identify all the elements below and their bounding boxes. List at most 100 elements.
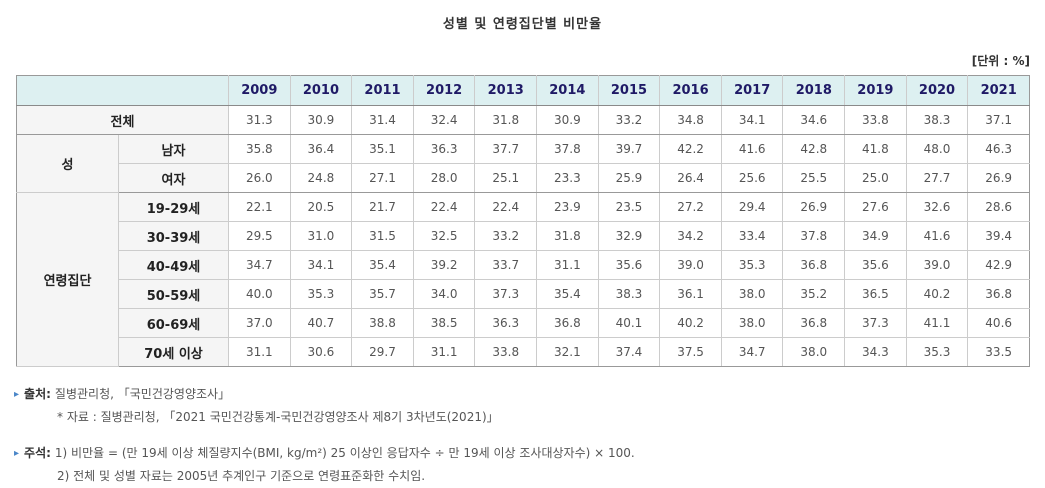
annotation-note-line2: 2) 전체 및 성별 자료는 2005년 추계인구 기준으로 연령표준화한 수치… xyxy=(57,469,426,483)
value-cell: 36.8 xyxy=(967,279,1030,309)
source-note-label: 출처: xyxy=(24,387,51,401)
value-cell: 32.4 xyxy=(412,105,476,135)
value-cell: 34.1 xyxy=(289,250,353,280)
source-note-line2: * 자료 : 질병관리청, 「2021 국민건강통계-국민건강영양조사 제8기 … xyxy=(57,410,499,424)
value-cell: 35.6 xyxy=(597,250,661,280)
value-cell: 38.3 xyxy=(905,105,969,135)
annotation-note: ▸ 주석: 1) 비만율 = (만 19세 이상 체질량지수(BMI, kg/m²)… xyxy=(14,442,1045,488)
value-cell: 34.2 xyxy=(659,221,722,251)
year-header-cell: 2018 xyxy=(782,75,846,106)
value-cell: 25.6 xyxy=(720,163,784,193)
value-cell: 38.0 xyxy=(720,279,784,309)
value-cell: 30.6 xyxy=(289,337,353,367)
row-group-label: 전체 xyxy=(16,105,229,135)
value-cell: 33.8 xyxy=(844,105,907,135)
value-cell: 40.7 xyxy=(289,308,353,338)
value-cell: 28.0 xyxy=(412,163,476,193)
value-cell: 34.8 xyxy=(659,105,722,135)
value-cell: 41.1 xyxy=(905,308,969,338)
value-cell: 35.6 xyxy=(844,250,907,280)
table-row: 60-69세 37.0 40.7 38.8 38.5 36.3 36.8 40.1 40.2 38… xyxy=(17,308,1030,338)
value-cell: 30.9 xyxy=(289,105,353,135)
value-cell: 25.5 xyxy=(782,163,846,193)
year-header-cell: 2015 xyxy=(597,75,661,106)
value-cell: 41.6 xyxy=(905,221,969,251)
row-label: 60-69세 xyxy=(118,308,229,338)
value-cell: 36.3 xyxy=(474,308,538,338)
value-cell: 28.6 xyxy=(967,192,1030,222)
value-cell: 34.7 xyxy=(720,337,784,367)
year-header-cell: 2014 xyxy=(536,75,599,106)
value-cell: 21.7 xyxy=(351,192,414,222)
value-cell: 34.9 xyxy=(844,221,907,251)
value-cell: 36.5 xyxy=(844,279,907,309)
year-header-cell: 2012 xyxy=(412,75,476,106)
value-cell: 29.5 xyxy=(228,221,291,251)
corner-header-cell xyxy=(16,75,229,106)
value-cell: 30.9 xyxy=(536,105,599,135)
value-cell: 38.8 xyxy=(351,308,414,338)
row-label: 19-29세 xyxy=(118,192,229,222)
value-cell: 40.0 xyxy=(228,279,291,309)
table-row: 40-49세 34.7 34.1 35.4 39.2 33.7 31.1 35.6 39.0 35… xyxy=(17,250,1030,280)
footnotes: ▸ 출처: 질병관리청, 「국민건강영양조사」 * 자료 : 질병관리청, 「202… xyxy=(14,383,1045,488)
value-cell: 27.1 xyxy=(351,163,414,193)
value-cell: 23.9 xyxy=(536,192,599,222)
value-cell: 32.5 xyxy=(412,221,476,251)
row-label: 30-39세 xyxy=(118,221,229,251)
value-cell: 23.3 xyxy=(536,163,599,193)
page-title: 성별 및 연령집단별 비만율 xyxy=(442,17,603,32)
value-cell: 22.1 xyxy=(228,192,291,222)
value-cell: 39.0 xyxy=(905,250,969,280)
value-cell: 34.7 xyxy=(228,250,291,280)
value-cell: 32.9 xyxy=(597,221,661,251)
value-cell: 35.3 xyxy=(289,279,353,309)
value-cell: 31.3 xyxy=(228,105,291,135)
value-cell: 36.1 xyxy=(659,279,722,309)
value-cell: 37.3 xyxy=(844,308,907,338)
value-cell: 25.9 xyxy=(597,163,661,193)
value-cell: 32.1 xyxy=(536,337,599,367)
value-cell: 40.2 xyxy=(905,279,969,309)
year-header-cell: 2021 xyxy=(967,75,1030,106)
value-cell: 39.4 xyxy=(967,221,1030,251)
value-cell: 27.2 xyxy=(659,192,722,222)
year-header-cell: 2020 xyxy=(905,75,969,106)
value-cell: 33.7 xyxy=(474,250,538,280)
value-cell: 35.4 xyxy=(536,279,599,309)
table-row: 성 남자 35.8 36.4 35.1 36.3 37.7 37.8 39.7 42.2 41.6 4… xyxy=(16,134,1030,193)
value-cell: 38.0 xyxy=(782,337,846,367)
value-cell: 37.1 xyxy=(967,105,1030,135)
value-cell: 36.8 xyxy=(782,308,846,338)
value-cell: 35.3 xyxy=(720,250,784,280)
value-cell: 35.3 xyxy=(905,337,969,367)
source-note-line1: ▸ 출처: 질병관리청, 「국민건강영양조사」 xyxy=(14,383,1045,406)
value-cell: 34.1 xyxy=(720,105,784,135)
value-cell: 27.6 xyxy=(844,192,907,222)
value-cell: 37.0 xyxy=(228,308,291,338)
triangle-bullet-icon: ▸ xyxy=(14,448,20,459)
value-cell: 31.5 xyxy=(351,221,414,251)
value-cell: 39.2 xyxy=(412,250,476,280)
table-row: 연령집단 19-29세 22.1 20.5 21.7 22.4 22.4 23.9 23.5 27… xyxy=(16,192,1030,367)
table-row: 전체 31.3 30.9 31.4 32.4 31.8 30.9 33.2 34.8 34.1 34… xyxy=(16,105,1030,135)
value-cell: 35.8 xyxy=(228,134,291,164)
value-cell: 31.4 xyxy=(351,105,414,135)
value-cell: 33.5 xyxy=(967,337,1030,367)
value-cell: 35.4 xyxy=(351,250,414,280)
year-header-cell: 2010 xyxy=(289,75,353,106)
value-cell: 31.1 xyxy=(536,250,599,280)
value-cell: 42.2 xyxy=(659,134,722,164)
source-note: ▸ 출처: 질병관리청, 「국민건강영양조사」 * 자료 : 질병관리청, 「202… xyxy=(14,383,1045,429)
value-cell: 46.3 xyxy=(967,134,1030,164)
value-cell: 39.0 xyxy=(659,250,722,280)
year-header-cell: 2019 xyxy=(844,75,907,106)
value-cell: 25.0 xyxy=(844,163,907,193)
source-note-text: 질병관리청, 「국민건강영양조사」 xyxy=(54,387,231,401)
year-header-cell: 2016 xyxy=(659,75,722,106)
value-cell: 34.6 xyxy=(782,105,846,135)
value-cell: 41.6 xyxy=(720,134,784,164)
table-row: 30-39세 29.5 31.0 31.5 32.5 33.2 31.8 32.9 34.2 33… xyxy=(17,221,1030,251)
value-cell: 31.8 xyxy=(474,105,538,135)
value-cell: 31.0 xyxy=(289,221,353,251)
